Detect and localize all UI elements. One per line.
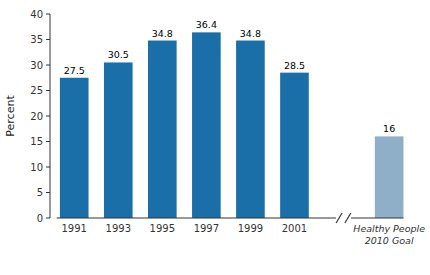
bar (192, 32, 221, 218)
y-tick-label: 30 (30, 60, 43, 71)
bar (148, 41, 177, 218)
x-tick-label: 1993 (106, 223, 131, 234)
y-tick-label: 0 (37, 213, 43, 224)
data-label: 30.5 (108, 49, 129, 60)
x-tick-label-line: 2001 (282, 223, 307, 234)
y-tick (46, 141, 50, 142)
x-tick-label-line: 1995 (150, 223, 175, 234)
y-tick-label: 10 (30, 162, 43, 173)
y-tick (46, 39, 50, 40)
bar (236, 41, 265, 218)
y-tick-label: 25 (30, 85, 43, 96)
x-tick-label-line: 1993 (106, 223, 131, 234)
data-label: 34.8 (240, 28, 261, 39)
data-label: 34.8 (152, 28, 173, 39)
y-tick (46, 14, 50, 15)
y-tick (46, 116, 50, 117)
bar (375, 136, 404, 218)
data-label: 16 (383, 123, 395, 134)
y-tick-label: 40 (30, 9, 43, 20)
y-tick (46, 218, 50, 219)
x-tick-label-line: 2010 Goal (365, 235, 414, 246)
data-label: 28.5 (284, 60, 305, 71)
y-tick (46, 65, 50, 66)
x-tick-label: 1991 (61, 223, 86, 234)
x-tick-label: 1995 (150, 223, 175, 234)
x-tick-label-line: 1997 (194, 223, 219, 234)
x-tick-label-line: 1991 (61, 223, 86, 234)
chart: 0 5 10 15 20 25 30 35 40 Percent 1991 1993 1995 1997 1… (0, 0, 430, 275)
y-tick-label: 20 (30, 111, 43, 122)
y-tick (46, 192, 50, 193)
bar (60, 78, 89, 218)
bar (104, 62, 133, 218)
x-axis-line (351, 218, 404, 219)
x-axis-line (57, 218, 336, 219)
data-label: 36.4 (196, 19, 217, 30)
y-tick-label: 15 (30, 136, 43, 147)
x-tick-label: 1999 (238, 223, 263, 234)
bars (60, 32, 404, 218)
x-tick-label: Healthy People2010 Goal (353, 223, 425, 246)
axis-break (336, 213, 342, 223)
x-tick-label-line: Healthy People (353, 223, 425, 234)
bar (280, 73, 309, 218)
data-label: 27.5 (64, 65, 85, 76)
x-tick-label: 2001 (282, 223, 307, 234)
x-tick-label: 1997 (194, 223, 219, 234)
y-tick-label: 5 (37, 187, 43, 198)
chart-container: 0 5 10 15 20 25 30 35 40 Percent 1991 1993 1995 1997 1… (0, 0, 430, 275)
y-tick-label: 35 (30, 34, 43, 45)
axis-break (345, 213, 351, 223)
y-axis-label: Percent (4, 95, 17, 137)
x-tick-label-line: 1999 (238, 223, 263, 234)
y-tick (46, 167, 50, 168)
y-tick (46, 90, 50, 91)
